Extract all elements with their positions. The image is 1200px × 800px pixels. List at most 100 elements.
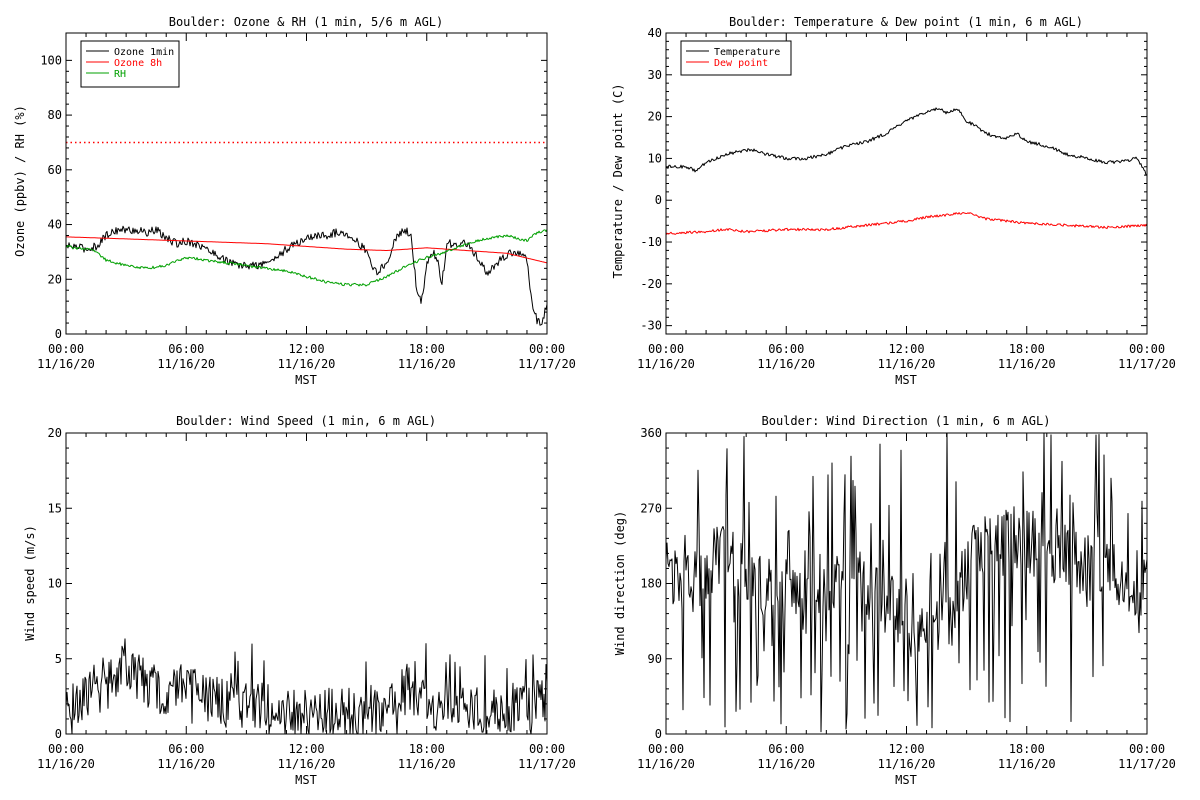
x-tick-date-label: 11/16/20 xyxy=(637,357,695,371)
x-axis-label: MST xyxy=(895,373,917,387)
series-line-ozone-8h xyxy=(66,236,548,264)
x-tick-date-label: 11/16/20 xyxy=(637,757,695,771)
x-tick-time-label: 00:00 xyxy=(529,342,565,356)
plot-area: 02040608010000:0011/16/2006:0011/16/2012… xyxy=(37,33,576,371)
x-axis-label: MST xyxy=(295,373,317,387)
series-line-temperature xyxy=(665,107,1148,176)
y-tick-label: 40 xyxy=(48,218,62,232)
x-tick-time-label: 12:00 xyxy=(288,742,324,756)
temperature-dewpoint-panel: Boulder: Temperature & Dew point (1 min,… xyxy=(611,15,1176,387)
plot-frame xyxy=(65,32,548,335)
x-tick-time-label: 18:00 xyxy=(1009,342,1045,356)
y-tick-label: 0 xyxy=(655,727,662,741)
panel-title: Boulder: Ozone & RH (1 min, 5/6 m AGL) xyxy=(169,15,444,29)
series-line-dew-point xyxy=(665,212,1148,236)
plot-area: 0510152000:0011/16/2006:0011/16/2012:001… xyxy=(37,426,576,771)
x-tick-date-label: 11/16/20 xyxy=(398,357,456,371)
x-tick-time-label: 06:00 xyxy=(168,342,204,356)
x-tick-time-label: 00:00 xyxy=(1129,742,1165,756)
plot-area: -30-20-1001020304000:0011/16/2006:0011/1… xyxy=(637,26,1176,371)
x-tick-time-label: 00:00 xyxy=(648,342,684,356)
panel-title: Boulder: Temperature & Dew point (1 min,… xyxy=(729,15,1083,29)
x-tick-date-label: 11/17/20 xyxy=(518,757,576,771)
ozone-rh-panel: Boulder: Ozone & RH (1 min, 5/6 m AGL) O… xyxy=(13,15,576,387)
x-tick-time-label: 00:00 xyxy=(48,742,84,756)
series-line-data xyxy=(65,638,548,735)
x-tick-time-label: 12:00 xyxy=(888,742,924,756)
y-tick-label: 0 xyxy=(55,327,62,341)
x-tick-time-label: 00:00 xyxy=(48,342,84,356)
y-tick-label: 0 xyxy=(655,193,662,207)
x-tick-time-label: 00:00 xyxy=(1129,342,1165,356)
x-tick-time-label: 12:00 xyxy=(288,342,324,356)
legend-label: RH xyxy=(114,69,126,80)
y-axis-label: Temperature / Dew point (C) xyxy=(611,83,625,278)
plot-frame xyxy=(665,432,1148,735)
plot-frame xyxy=(665,32,1148,335)
x-tick-date-label: 11/16/20 xyxy=(398,757,456,771)
x-tick-time-label: 18:00 xyxy=(409,742,445,756)
x-tick-date-label: 11/16/20 xyxy=(878,757,936,771)
y-axis-label: Wind direction (deg) xyxy=(613,511,627,656)
x-tick-date-label: 11/16/20 xyxy=(278,357,336,371)
y-tick-label: -10 xyxy=(640,235,662,249)
y-tick-label: 20 xyxy=(48,426,62,440)
y-tick-label: 80 xyxy=(48,108,62,122)
plot-frame xyxy=(65,432,548,735)
x-tick-date-label: 11/17/20 xyxy=(1118,757,1176,771)
y-axis-label: Wind speed (m/s) xyxy=(23,525,37,641)
x-tick-time-label: 18:00 xyxy=(409,342,445,356)
x-tick-time-label: 00:00 xyxy=(648,742,684,756)
x-tick-date-label: 11/16/20 xyxy=(757,357,815,371)
x-tick-time-label: 12:00 xyxy=(888,342,924,356)
series-line-ozone-1min xyxy=(65,225,548,326)
x-tick-date-label: 11/16/20 xyxy=(278,757,336,771)
x-tick-date-label: 11/16/20 xyxy=(37,357,95,371)
x-tick-date-label: 11/16/20 xyxy=(878,357,936,371)
legend-box xyxy=(680,40,792,76)
y-tick-label: 15 xyxy=(48,501,62,515)
legend-label: Dew point xyxy=(714,58,768,69)
legend-label: Ozone 1min xyxy=(114,47,174,58)
y-tick-label: 360 xyxy=(640,426,662,440)
y-axis-label: Ozone (ppbv) / RH (%) xyxy=(13,105,27,257)
x-tick-date-label: 11/16/20 xyxy=(998,757,1056,771)
panel-title: Boulder: Wind Speed (1 min, 6 m AGL) xyxy=(176,414,436,428)
x-tick-time-label: 06:00 xyxy=(768,342,804,356)
y-tick-label: 10 xyxy=(48,577,62,591)
x-tick-time-label: 06:00 xyxy=(768,742,804,756)
wind-direction-panel: Boulder: Wind Direction (1 min, 6 m AGL)… xyxy=(613,414,1176,787)
y-tick-label: 20 xyxy=(48,272,62,286)
x-tick-time-label: 00:00 xyxy=(529,742,565,756)
y-tick-label: 270 xyxy=(640,501,662,515)
x-tick-date-label: 11/16/20 xyxy=(157,357,215,371)
x-tick-date-label: 11/17/20 xyxy=(518,357,576,371)
series-line-rh xyxy=(65,229,548,287)
x-tick-date-label: 11/17/20 xyxy=(1118,357,1176,371)
y-tick-label: 30 xyxy=(648,68,662,82)
x-tick-date-label: 11/16/20 xyxy=(998,357,1056,371)
y-tick-label: 60 xyxy=(48,163,62,177)
x-tick-date-label: 11/16/20 xyxy=(157,757,215,771)
x-axis-label: MST xyxy=(895,773,917,787)
y-tick-label: 5 xyxy=(55,652,62,666)
x-tick-time-label: 18:00 xyxy=(1009,742,1045,756)
plot-area: 09018027036000:0011/16/2006:0011/16/2012… xyxy=(637,426,1176,771)
x-axis-label: MST xyxy=(295,773,317,787)
wind-speed-panel: Boulder: Wind Speed (1 min, 6 m AGL) Win… xyxy=(23,414,576,787)
series-line-data xyxy=(665,432,1148,733)
y-tick-label: 0 xyxy=(55,727,62,741)
y-tick-label: -30 xyxy=(640,319,662,333)
y-tick-label: 40 xyxy=(648,26,662,40)
y-tick-label: -20 xyxy=(640,277,662,291)
legend-box xyxy=(80,40,180,88)
x-tick-date-label: 11/16/20 xyxy=(37,757,95,771)
y-tick-label: 10 xyxy=(648,151,662,165)
legend-label: Ozone 8h xyxy=(114,58,162,69)
y-tick-label: 100 xyxy=(40,53,62,67)
panel-title: Boulder: Wind Direction (1 min, 6 m AGL) xyxy=(762,414,1051,428)
y-tick-label: 20 xyxy=(648,110,662,124)
x-tick-date-label: 11/16/20 xyxy=(757,757,815,771)
